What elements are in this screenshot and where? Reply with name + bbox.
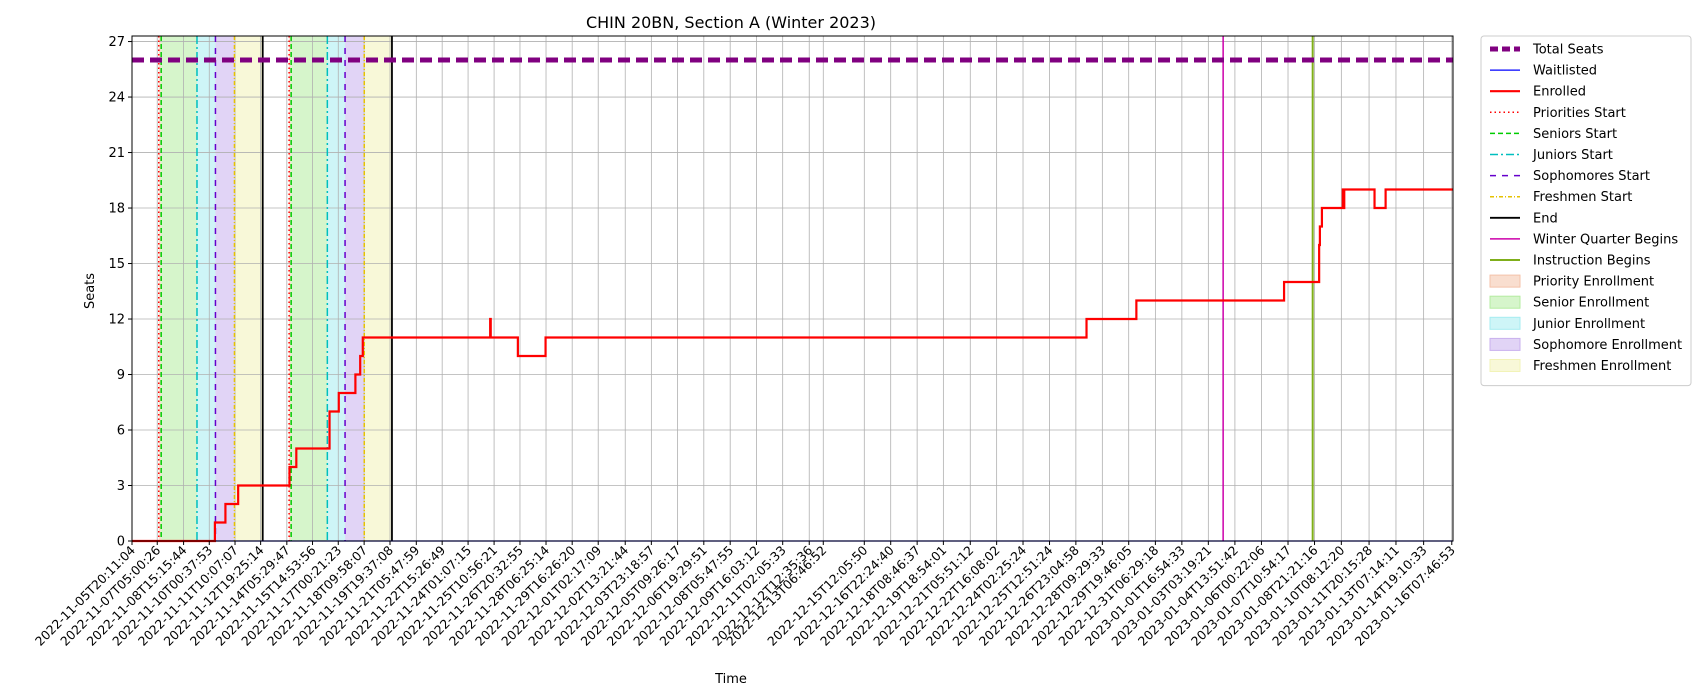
phase-band-freshmen-4 — [234, 36, 263, 541]
y-tick-label-2: 6 — [117, 424, 125, 439]
legend-label-waitlisted: Waitlisted — [1533, 64, 1597, 79]
legend-label-seniors_start: Seniors Start — [1533, 127, 1617, 142]
y-tick-label-6: 18 — [108, 202, 125, 217]
phase-band-senior-1 — [161, 36, 197, 541]
legend-label-senior: Senior Enrollment — [1533, 296, 1649, 311]
y-tick-label-3: 9 — [117, 368, 125, 383]
legend-label-priorities_start: Priorities Start — [1533, 106, 1626, 121]
x-axis-label: Time — [714, 672, 747, 687]
y-axis-label: Seats — [83, 273, 98, 309]
legend-label-freshmen_start: Freshmen Start — [1533, 190, 1632, 205]
legend-label-sophomores_start: Sophomores Start — [1533, 169, 1650, 184]
phase-band-freshmen-9 — [364, 36, 392, 541]
phase-band-sophomore-8 — [345, 36, 365, 541]
series-enrolled — [132, 188, 1453, 543]
legend-swatch-freshmen — [1489, 359, 1521, 372]
legend-label-end: End — [1533, 211, 1558, 226]
phase-band-sophomore-3 — [215, 36, 235, 541]
y-tick-label-4: 12 — [108, 313, 125, 328]
legend-box — [1480, 35, 1692, 387]
legend-label-instruction_begins: Instruction Begins — [1533, 254, 1651, 269]
legend-label-winter_quarter_begins: Winter Quarter Begins — [1533, 232, 1678, 247]
legend-swatch-sophomore — [1489, 337, 1521, 351]
legend-swatch-senior — [1489, 295, 1521, 309]
y-tick-label-0: 0 — [117, 535, 125, 550]
legend-label-enrolled: Enrolled — [1533, 85, 1586, 100]
plot-area: 03691215182124272022-11-05T20:11:042022-… — [32, 35, 1458, 649]
y-tick-label-1: 3 — [117, 479, 125, 494]
legend-swatch-junior — [1489, 316, 1521, 330]
y-tick-label-7: 21 — [108, 146, 125, 161]
legend-label-priority: Priority Enrollment — [1533, 275, 1654, 290]
legend: Total Seats Waitlisted Enrolled Priorities … — [1480, 35, 1692, 387]
legend-label-junior: Junior Enrollment — [1532, 317, 1645, 332]
legend-label-total: Total Seats — [1532, 43, 1604, 58]
legend-label-sophomore: Sophomore Enrollment — [1533, 338, 1682, 353]
phase-band-junior-7 — [327, 36, 346, 541]
legend-label-freshmen: Freshmen Enrollment — [1533, 359, 1671, 374]
chart-title: CHIN 20BN, Section A (Winter 2023) — [586, 13, 876, 32]
legend-swatch-priority — [1489, 274, 1521, 288]
phase-band-priority-5 — [289, 36, 292, 541]
legend-label-juniors_start: Juniors Start — [1532, 148, 1613, 163]
y-tick-label-8: 24 — [108, 91, 125, 106]
phase-band-junior-2 — [196, 36, 216, 541]
axes-frame — [131, 35, 1454, 542]
y-tick-label-9: 27 — [108, 35, 125, 50]
y-tick-label-5: 15 — [108, 257, 125, 272]
phase-band-priority-0 — [158, 36, 162, 541]
